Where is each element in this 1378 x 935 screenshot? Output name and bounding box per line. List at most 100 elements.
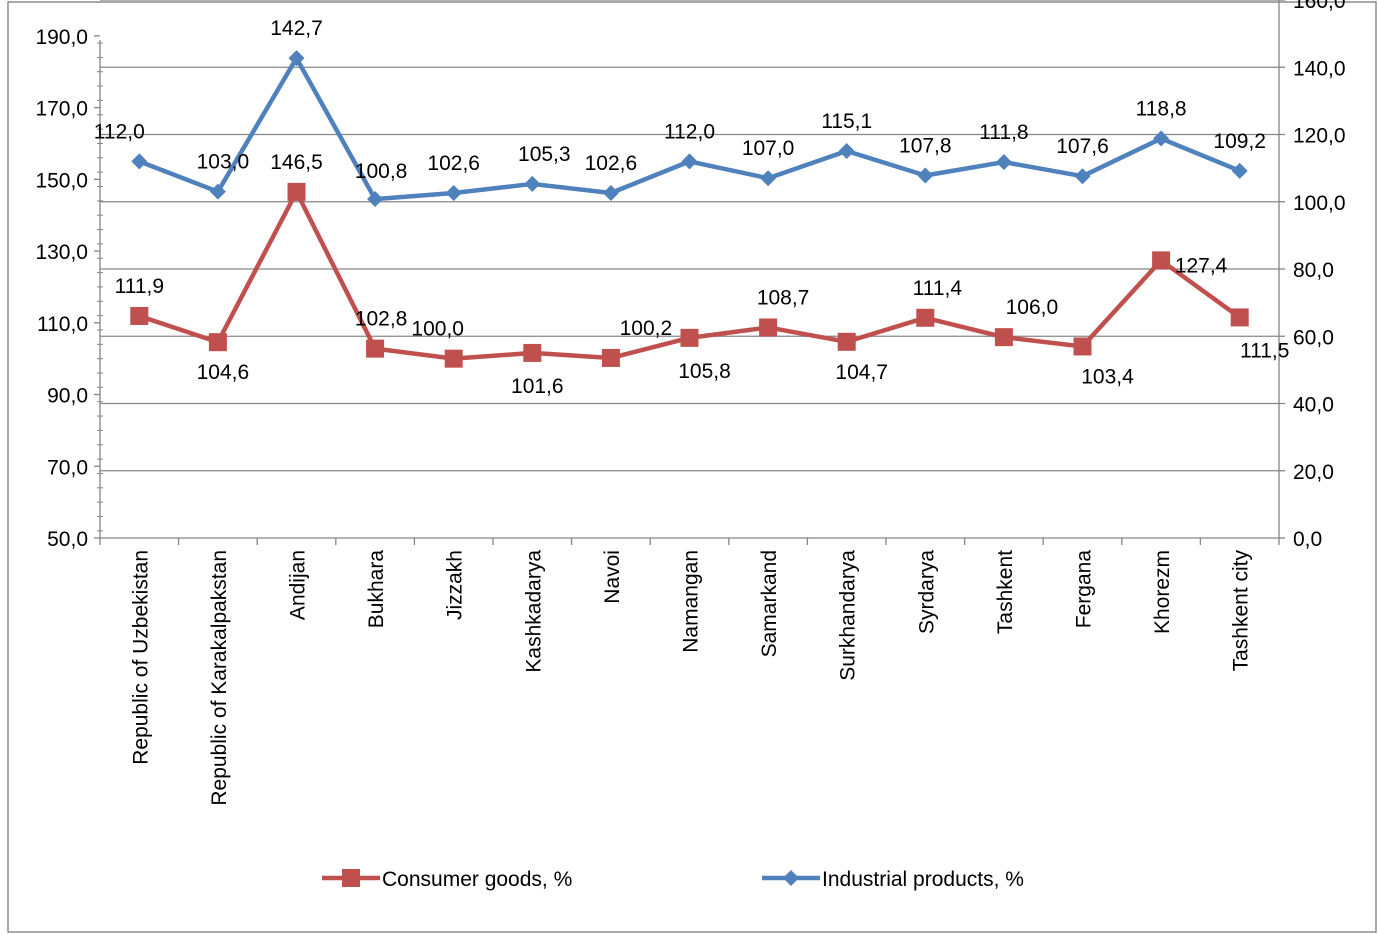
industrial-products-marker <box>367 191 384 208</box>
consumer-goods-marker <box>130 306 149 325</box>
industrial-products-data-label: 102,6 <box>585 152 638 175</box>
consumer-goods-data-label: 111,5 <box>1240 339 1289 362</box>
industrial-products-marker <box>760 170 777 187</box>
x-axis-category-label: Tashkent <box>994 550 1017 634</box>
gridlines <box>100 0 1279 472</box>
industrial-products-data-label: 102,6 <box>427 152 480 175</box>
x-axis-category-label: Republic of Karakalpakstan <box>208 550 231 806</box>
consumer-goods-marker <box>601 348 620 367</box>
left-axis-tick-label: 130,0 <box>35 241 88 264</box>
industrial-products-marker <box>288 50 305 67</box>
industrial-products-marker <box>445 185 462 202</box>
left-axis-tick-label: 70,0 <box>47 456 88 479</box>
x-axis-category-label: Khorezm <box>1151 550 1174 634</box>
consumer-goods-data-label: 104,7 <box>835 361 888 384</box>
consumer-goods-marker <box>916 308 935 327</box>
consumer-goods-marker <box>287 182 306 201</box>
industrial-products-marker <box>917 167 934 184</box>
left-axis-tick-label: 50,0 <box>47 528 88 551</box>
x-axis-category-label: Republic of Uzbekistan <box>129 550 152 765</box>
x-axis-category-label: Samarkand <box>758 550 781 657</box>
consumer-goods-data-label: 101,6 <box>511 375 564 398</box>
industrial-products-marker <box>1153 130 1170 147</box>
right-axis-tick-label: 20,0 <box>1293 461 1334 484</box>
consumer-goods-marker <box>523 343 542 362</box>
industrial-products-marker <box>1074 168 1091 185</box>
industrial-products-marker <box>602 185 619 202</box>
axes: 50,0 70,0 90,0 110,0 130,0 150,0 170,0 190,0 0,0… <box>35 0 1346 806</box>
industrial-products-data-label: 100,8 <box>355 160 408 183</box>
industrial-products-data-label: 118,8 <box>1136 98 1187 121</box>
legend-diamond-icon <box>783 870 799 886</box>
left-axis-tick-label: 170,0 <box>35 98 88 121</box>
industrial-products-data-label: 107,0 <box>742 137 795 160</box>
consumer-goods-marker <box>366 339 385 358</box>
legend-square-icon <box>342 869 360 887</box>
right-axis-tick-label: 40,0 <box>1293 394 1334 417</box>
industrial-products-data-label: 112,0 <box>664 120 715 143</box>
x-axis-category-label: Navoi <box>601 550 624 604</box>
consumer-goods-data-label: 111,9 <box>115 275 164 298</box>
legend-industrial-products-label: Industrial products, % <box>822 868 1024 891</box>
legend: Consumer goods, % Industrial products, % <box>322 868 1024 891</box>
left-axis-tick-label: 110,0 <box>37 313 88 336</box>
x-axis-category-label: Andijan <box>287 550 310 620</box>
consumer-goods-data-label: 100,0 <box>411 318 464 341</box>
industrial-products-data-label: 112,0 <box>94 120 145 143</box>
consumer-goods-marker <box>208 333 227 352</box>
data-labels: 111,9 104,6 146,5 102,8 100,0 101,6 100,2105,8… <box>94 17 1290 398</box>
industrial-products-data-label: 103,0 <box>197 151 250 174</box>
consumer-goods-data-label: 127,4 <box>1175 254 1228 277</box>
right-axis-tick-label: 120,0 <box>1293 125 1346 148</box>
consumer-goods-data-label: 111,4 <box>913 277 963 300</box>
consumer-goods-marker <box>994 328 1013 347</box>
consumer-goods-marker <box>1152 251 1171 270</box>
legend-consumer-goods-label: Consumer goods, % <box>382 868 572 891</box>
x-axis-category-label: Namangan <box>680 550 703 653</box>
right-axis-tick-label: 80,0 <box>1293 259 1334 282</box>
consumer-goods-marker <box>759 318 778 337</box>
consumer-goods-marker <box>444 349 463 368</box>
industrial-products-marker <box>838 142 855 159</box>
industrial-products-marker <box>209 183 226 200</box>
x-axis-category-label: Tashkent city <box>1230 550 1253 672</box>
consumer-goods-marker <box>837 332 856 351</box>
consumer-goods-data-label: 100,2 <box>620 317 673 340</box>
left-axis-tick-label: 190,0 <box>35 26 88 49</box>
x-axis-category-label: Jizzakh <box>444 550 467 620</box>
x-axis-category-label: Syrdarya <box>915 550 938 634</box>
industrial-products-data-label: 109,2 <box>1213 130 1266 153</box>
x-axis-category-label: Fergana <box>1073 550 1096 629</box>
industrial-products-data-label: 142,7 <box>270 17 323 40</box>
right-axis-tick-label: 160,0 <box>1293 0 1346 13</box>
industrial-products-data-label: 105,3 <box>518 143 571 166</box>
consumer-goods-marker <box>1230 308 1249 327</box>
industrial-products-marker <box>1231 162 1248 179</box>
industrial-products-data-label: 115,1 <box>821 110 872 133</box>
right-axis-tick-label: 60,0 <box>1293 326 1334 349</box>
x-axis-category-label: Bukhara <box>365 550 388 629</box>
left-axis-tick-label: 150,0 <box>35 169 88 192</box>
industrial-products-marker <box>681 153 698 170</box>
industrial-products-marker <box>524 175 541 192</box>
right-axis-tick-label: 140,0 <box>1293 57 1346 80</box>
series <box>130 50 1249 368</box>
consumer-goods-data-label: 102,8 <box>355 308 408 331</box>
consumer-goods-marker <box>680 328 699 347</box>
consumer-goods-data-label: 104,6 <box>197 361 250 384</box>
industrial-products-marker <box>995 154 1012 171</box>
right-axis-tick-label: 0,0 <box>1293 528 1322 551</box>
consumer-goods-data-label: 108,7 <box>757 286 810 309</box>
x-axis-category-label: Surkhandarya <box>837 550 860 681</box>
consumer-goods-marker <box>1073 337 1092 356</box>
consumer-goods-data-label: 105,8 <box>678 360 731 383</box>
consumer-goods-data-label: 103,4 <box>1081 365 1134 388</box>
industrial-products-data-label: 107,8 <box>899 135 952 158</box>
industrial-products-data-label: 111,8 <box>979 121 1028 144</box>
left-axis-tick-label: 90,0 <box>47 385 88 408</box>
right-axis-tick-label: 100,0 <box>1293 192 1346 215</box>
consumer-goods-data-label: 146,5 <box>270 151 323 174</box>
x-axis-category-label: Kashkadarya <box>522 550 545 673</box>
